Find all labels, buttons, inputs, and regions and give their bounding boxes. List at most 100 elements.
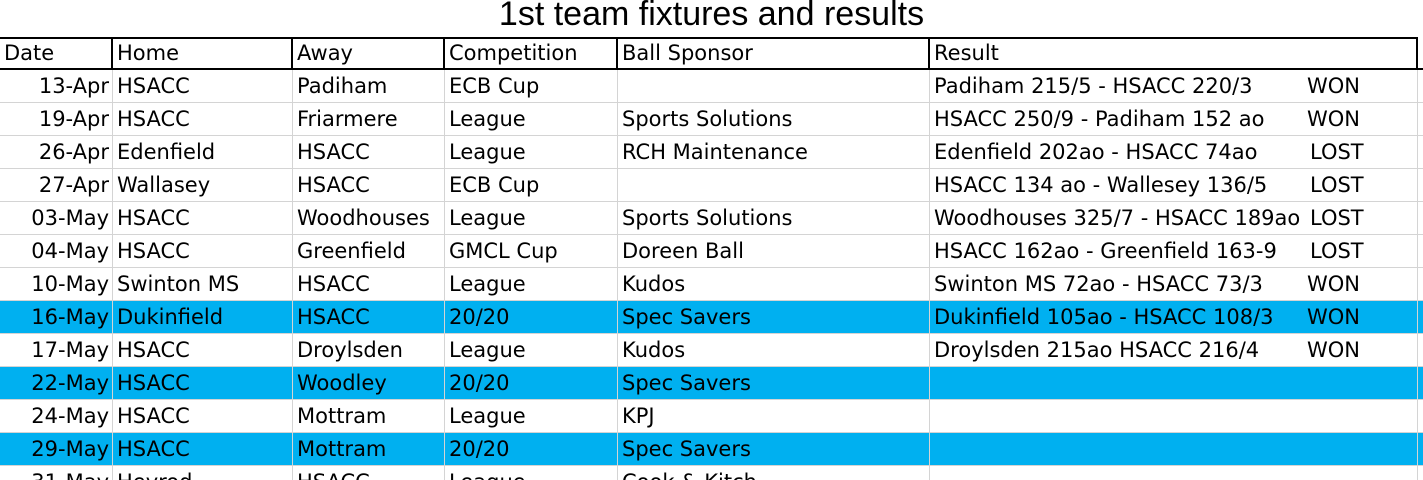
cell-competition[interactable]: League [445, 268, 618, 300]
cell-competition[interactable]: GMCL Cup [445, 235, 618, 267]
table-row: 10-May Swinton MS HSACC League Kudos Swinton … [0, 268, 1423, 301]
cell-result[interactable]: Edenfield 202ao - HSACC 74ao [930, 136, 1418, 168]
cell-result[interactable] [930, 400, 1418, 432]
cell-result[interactable]: Woodhouses 325/7 - HSACC 189ao [930, 202, 1418, 234]
cell-ball-sponsor[interactable]: Spec Savers [618, 433, 930, 465]
cell-ball-sponsor[interactable]: Kudos [618, 268, 930, 300]
header-ball-sponsor[interactable]: Ball Sponsor [618, 37, 930, 68]
result-outcome: LOST [1310, 140, 1364, 164]
cell-date[interactable]: 24-May [0, 400, 113, 432]
cell-home[interactable]: HSACC [113, 367, 293, 399]
header-result[interactable]: Result [930, 37, 1418, 68]
cell-ball-sponsor[interactable]: Spec Savers [618, 301, 930, 333]
cell-competition[interactable]: 20/20 [445, 367, 618, 399]
cell-away[interactable]: HSACC [293, 136, 445, 168]
result-outcome: LOST [1310, 173, 1364, 197]
cell-away[interactable]: Mottram [293, 400, 445, 432]
header-home[interactable]: Home [113, 37, 293, 68]
cell-date[interactable]: 31-May [0, 466, 113, 480]
cell-result[interactable]: Dukinfield 105ao - HSACC 108/3 [930, 301, 1418, 333]
fixtures-table: Date Home Away Competition Ball Sponsor … [0, 37, 1423, 480]
cell-away[interactable]: Woodhouses [293, 202, 445, 234]
cell-ball-sponsor[interactable]: KPJ [618, 400, 930, 432]
table-row: 24-May HSACC Mottram League KPJ [0, 400, 1423, 433]
cell-date[interactable]: 19-Apr [0, 103, 113, 135]
cell-home[interactable]: Swinton MS [113, 268, 293, 300]
cell-home[interactable]: HSACC [113, 433, 293, 465]
result-outcome: WON [1307, 272, 1361, 296]
table-row: 19-Apr HSACC Friarmere League Sports Solutio… [0, 103, 1423, 136]
cell-ball-sponsor[interactable]: Sports Solutions [618, 103, 930, 135]
table-row: 29-May HSACC Mottram 20/20 Spec Savers [0, 433, 1423, 466]
cell-competition[interactable]: League [445, 103, 618, 135]
cell-result[interactable] [930, 433, 1418, 465]
table-row: 13-Apr HSACC Padiham ECB Cup Padiham 215/5 -… [0, 70, 1423, 103]
header-date[interactable]: Date [0, 37, 113, 68]
cell-away[interactable]: Droylsden [293, 334, 445, 366]
cell-result[interactable] [930, 466, 1418, 480]
cell-away[interactable]: HSACC [293, 301, 445, 333]
cell-home[interactable]: Wallasey [113, 169, 293, 201]
cell-ball-sponsor[interactable]: Doreen Ball [618, 235, 930, 267]
cell-ball-sponsor[interactable]: RCH Maintenance [618, 136, 930, 168]
cell-result[interactable]: HSACC 162ao - Greenfield 163-9 [930, 235, 1418, 267]
header-away[interactable]: Away [293, 37, 445, 68]
table-top-border [0, 37, 1418, 39]
header-competition[interactable]: Competition [445, 37, 618, 68]
cell-away[interactable]: Padiham [293, 70, 445, 102]
cell-home[interactable]: HSACC [113, 235, 293, 267]
cell-away[interactable]: Friarmere [293, 103, 445, 135]
cell-away[interactable]: HSACC [293, 169, 445, 201]
result-outcome: WON [1307, 107, 1361, 131]
cell-date[interactable]: 10-May [0, 268, 113, 300]
cell-date[interactable]: 27-Apr [0, 169, 113, 201]
cell-ball-sponsor[interactable]: Kudos [618, 334, 930, 366]
table-row: 17-May HSACC Droylsden League Kudos Droylsden… [0, 334, 1423, 367]
cell-home[interactable]: HSACC [113, 400, 293, 432]
cell-home[interactable]: HSACC [113, 202, 293, 234]
cell-away[interactable]: HSACC [293, 268, 445, 300]
cell-date[interactable]: 22-May [0, 367, 113, 399]
cell-result[interactable]: HSACC 134 ao - Wallesey 136/5 [930, 169, 1418, 201]
cell-ball-sponsor[interactable] [618, 169, 930, 201]
cell-home[interactable]: HSACC [113, 103, 293, 135]
cell-competition[interactable]: ECB Cup [445, 70, 618, 102]
cell-competition[interactable]: League [445, 202, 618, 234]
cell-result[interactable]: Droylsden 215ao HSACC 216/4 [930, 334, 1418, 366]
cell-home[interactable]: Dukinfield [113, 301, 293, 333]
cell-date[interactable]: 13-Apr [0, 70, 113, 102]
cell-result[interactable]: Swinton MS 72ao - HSACC 73/3 [930, 268, 1418, 300]
cell-ball-sponsor[interactable]: Spec Savers [618, 367, 930, 399]
cell-away[interactable]: Mottram [293, 433, 445, 465]
cell-home[interactable]: HSACC [113, 70, 293, 102]
cell-result[interactable] [930, 367, 1418, 399]
cell-date[interactable]: 26-Apr [0, 136, 113, 168]
cell-competition[interactable]: ECB Cup [445, 169, 618, 201]
cell-away[interactable]: Greenfield [293, 235, 445, 267]
table-row: 27-Apr Wallasey HSACC ECB Cup HSACC 134 ao -… [0, 169, 1423, 202]
cell-date[interactable]: 04-May [0, 235, 113, 267]
cell-date[interactable]: 03-May [0, 202, 113, 234]
cell-competition[interactable]: League [445, 136, 618, 168]
cell-competition[interactable]: League [445, 466, 618, 480]
cell-home[interactable]: Edenfield [113, 136, 293, 168]
cell-result[interactable]: Padiham 215/5 - HSACC 220/3 [930, 70, 1418, 102]
cell-result[interactable]: HSACC 250/9 - Padiham 152 ao [930, 103, 1418, 135]
cell-date[interactable]: 16-May [0, 301, 113, 333]
cell-home[interactable]: Heyrod [113, 466, 293, 480]
cell-away[interactable]: HSACC [293, 466, 445, 480]
page-title: 1st team fixtures and results [498, 0, 925, 33]
cell-ball-sponsor[interactable] [618, 70, 930, 102]
cell-ball-sponsor[interactable]: Sports Solutions [618, 202, 930, 234]
cell-away[interactable]: Woodley [293, 367, 445, 399]
cell-competition[interactable]: 20/20 [445, 301, 618, 333]
cell-home[interactable]: HSACC [113, 334, 293, 366]
cell-date[interactable]: 29-May [0, 433, 113, 465]
cell-date[interactable]: 17-May [0, 334, 113, 366]
result-outcome: WON [1307, 74, 1361, 98]
cell-competition[interactable]: 20/20 [445, 433, 618, 465]
cell-competition[interactable]: League [445, 334, 618, 366]
cell-competition[interactable]: League [445, 400, 618, 432]
cell-ball-sponsor[interactable]: Cook & Kitch [618, 466, 930, 480]
result-outcome: LOST [1310, 239, 1364, 263]
